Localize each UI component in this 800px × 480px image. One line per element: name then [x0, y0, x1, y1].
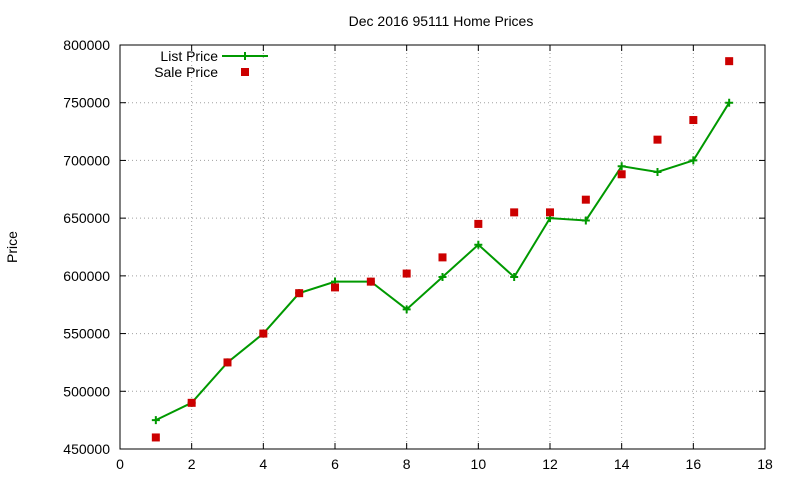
data-point-square	[187, 398, 196, 407]
x-tick-label: 6	[331, 456, 339, 472]
axes: 0 2 4 6 8 10 12 14 16 18 450000 500000 550000 600000 6…	[63, 37, 773, 472]
legend-label: Sale Price	[154, 64, 218, 80]
data-point-plus	[725, 98, 734, 107]
data-point-plus	[474, 240, 483, 249]
data-point-plus	[617, 162, 626, 171]
data-point-square	[689, 116, 698, 125]
data-point-square	[259, 329, 268, 338]
plot-frame	[119, 44, 766, 450]
y-tick-label: 450000	[63, 441, 110, 457]
x-tick-label: 4	[259, 456, 267, 472]
data-point-square	[331, 283, 339, 292]
legend-swatch-marker	[241, 68, 249, 76]
data-point-square	[617, 170, 626, 179]
data-point-square	[653, 135, 662, 144]
data-point-square	[223, 358, 232, 367]
y-tick-label: 550000	[63, 326, 110, 342]
x-tick-label: 2	[188, 456, 196, 472]
data-point-square	[151, 433, 160, 442]
y-tick-label: 800000	[63, 37, 110, 53]
data-point-square	[581, 195, 590, 204]
data-point-square	[546, 208, 554, 217]
data-point-square	[725, 57, 734, 66]
x-tick-label: 18	[757, 456, 773, 472]
series-list-price	[151, 98, 734, 425]
y-tick-label: 600000	[63, 268, 110, 284]
y-axis-label: Price	[4, 231, 20, 263]
series-line	[155, 102, 731, 422]
x-tick-label: 10	[471, 456, 487, 472]
x-tick-label: 8	[403, 456, 411, 472]
data-point-square	[510, 208, 519, 217]
data-point-plus	[402, 305, 411, 314]
series-sale-price	[151, 57, 734, 442]
grid-lines	[120, 45, 765, 449]
data-point-square	[402, 269, 411, 278]
chart-title: Dec 2016 95111 Home Prices	[349, 13, 534, 29]
legend-swatch-marker	[241, 52, 249, 60]
data-point-square	[366, 277, 375, 286]
data-point-plus	[581, 216, 590, 225]
data-series	[151, 57, 734, 442]
data-point-plus	[438, 273, 447, 282]
data-point-square	[438, 253, 447, 262]
x-tick-label: 0	[116, 456, 124, 472]
y-tick-label: 700000	[63, 152, 110, 168]
data-point-plus	[510, 273, 519, 282]
legend-label: List Price	[160, 48, 218, 64]
data-point-plus	[653, 167, 662, 176]
y-tick-label: 650000	[63, 210, 110, 226]
y-tick-label: 750000	[63, 95, 110, 111]
data-point-plus	[151, 416, 160, 425]
data-point-square	[295, 289, 304, 298]
y-tick-label: 500000	[63, 383, 110, 399]
x-tick-label: 12	[542, 456, 558, 472]
x-tick-label: 14	[614, 456, 630, 472]
data-point-square	[474, 219, 483, 228]
x-tick-label: 16	[686, 456, 702, 472]
data-point-plus	[689, 156, 698, 165]
